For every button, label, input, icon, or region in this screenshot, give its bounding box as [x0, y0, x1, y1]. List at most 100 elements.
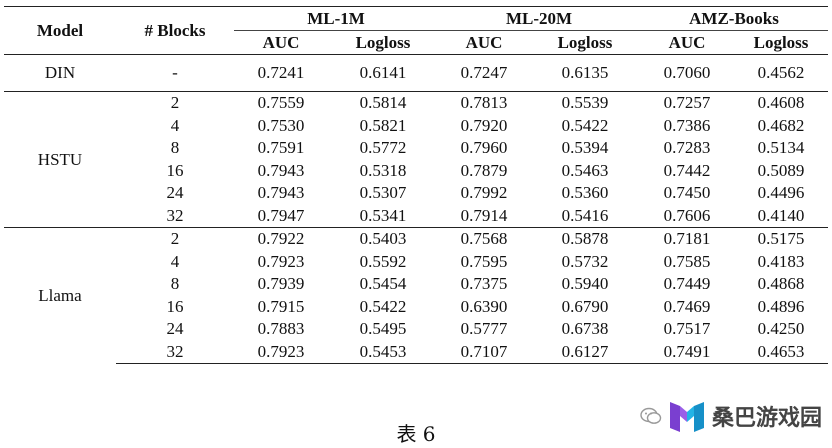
- value-cell: 0.4140: [757, 205, 805, 225]
- value-cell: 0.5307: [359, 183, 407, 203]
- value-cell: 0.7922: [234, 227, 328, 251]
- table-row: 4 0.7923 0.5592 0.7595 0.5732 0.7585 0.4183: [4, 251, 828, 274]
- value-cell: 0.4896: [757, 296, 805, 316]
- value-cell: 0.7923: [257, 251, 305, 271]
- value-cell: 0.5777: [460, 319, 508, 339]
- value-cell: 0.4250: [757, 319, 805, 339]
- blocks-cell: 2: [116, 227, 234, 251]
- header-blocks: # Blocks: [116, 6, 234, 55]
- table-row: HSTU 2 0.7559 0.5814 0.7813 0.5539 0.7257 0.460…: [4, 91, 829, 228]
- value-cell: 0.6738: [561, 319, 609, 339]
- header-metric: AUC: [640, 30, 734, 55]
- header-model: Model: [4, 6, 116, 55]
- value-cell: 0.7568: [438, 227, 530, 251]
- blocks-cell: 8: [170, 274, 180, 294]
- value-cell: 0.5454: [359, 274, 407, 294]
- value-cell: 0.7375: [460, 274, 508, 294]
- value-cell: 0.7283: [663, 138, 711, 158]
- value-cell: 0.5821: [359, 115, 407, 135]
- table-row: 8 0.7591 0.5772 0.7960 0.5394 0.7283 0.5134: [4, 137, 828, 160]
- table-row: 16 0.7943 0.5318 0.7879 0.5463 0.7442 0.5089: [4, 160, 828, 183]
- value-cell: 0.7923: [234, 340, 328, 364]
- blocks-cell: 32: [166, 205, 184, 225]
- value-cell: 0.4496: [757, 183, 805, 203]
- value-cell: 0.5422: [561, 115, 609, 135]
- value-cell: 0.7879: [460, 160, 508, 180]
- value-cell: 0.7943: [257, 183, 305, 203]
- value-cell: 0.7883: [257, 319, 305, 339]
- value-cell: 0.4608: [734, 91, 829, 115]
- value-cell: 0.7915: [257, 296, 305, 316]
- value-cell: 0.4562: [757, 63, 805, 82]
- value-cell: 0.7947: [257, 205, 305, 225]
- results-table-container: Model # Blocks ML-1M ML-20M AMZ-Books AU…: [4, 6, 829, 364]
- header-metric: Logloss: [530, 30, 640, 55]
- header-metric: Logloss: [328, 30, 438, 55]
- value-cell: 0.7591: [257, 138, 305, 158]
- value-cell: 0.7450: [663, 183, 711, 203]
- value-cell: 0.5940: [561, 274, 609, 294]
- value-cell: 0.7386: [663, 115, 711, 135]
- header-dataset-ml1m: ML-1M: [234, 6, 438, 31]
- value-cell: 0.5732: [561, 251, 609, 271]
- value-cell: 0.6141: [359, 63, 407, 82]
- value-cell: 0.4653: [734, 340, 829, 364]
- blocks-cell: 24: [166, 319, 184, 339]
- header-metric: AUC: [438, 30, 530, 55]
- table-row: 4 0.7530 0.5821 0.7920 0.5422 0.7386 0.4682: [4, 115, 828, 138]
- value-cell: 0.7241: [257, 63, 305, 82]
- value-cell: 0.7943: [257, 160, 305, 180]
- table-row: 24 0.7883 0.5495 0.5777 0.6738 0.7517 0.4250: [4, 318, 828, 341]
- blocks-cell: 4: [170, 251, 180, 271]
- model-cell: Llama: [4, 227, 116, 364]
- value-cell: 0.5341: [359, 205, 407, 225]
- blocks-cell: 32: [116, 340, 234, 364]
- results-table: Model # Blocks ML-1M ML-20M AMZ-Books AU…: [4, 6, 829, 364]
- value-cell: 0.6790: [561, 296, 609, 316]
- value-cell: 0.5463: [561, 160, 609, 180]
- value-cell: 0.4682: [757, 115, 805, 135]
- blocks-cell: 4: [170, 115, 180, 135]
- watermark-text: 桑巴游戏园: [711, 406, 822, 431]
- value-cell: 0.5134: [757, 138, 805, 158]
- value-cell: 0.7559: [234, 91, 328, 115]
- value-cell: 0.5416: [561, 205, 609, 225]
- table-row: 32 0.7923 0.5453 0.7107 0.6127 0.7491 0.4653: [4, 340, 829, 364]
- header-metric: AUC: [234, 30, 328, 55]
- value-cell: 0.5878: [530, 227, 640, 251]
- value-cell: 0.5089: [757, 160, 805, 180]
- table-header: Model # Blocks ML-1M ML-20M AMZ-Books AU…: [4, 6, 829, 55]
- value-cell: 0.7517: [663, 319, 711, 339]
- blocks-cell: 8: [170, 138, 180, 158]
- value-cell: 0.5360: [561, 183, 609, 203]
- table-row: DIN - 0.7241 0.6141 0.7247 0.6135 0.7060 0.4562: [4, 55, 828, 92]
- table-row: 16 0.7915 0.5422 0.6390 0.6790 0.7469 0.4896: [4, 296, 828, 319]
- value-cell: 0.5495: [359, 319, 407, 339]
- model-cell: HSTU: [4, 91, 116, 228]
- value-cell: 0.5772: [359, 138, 407, 158]
- value-cell: 0.7530: [257, 115, 305, 135]
- value-cell: 0.5422: [359, 296, 407, 316]
- value-cell: 0.7247: [460, 63, 508, 82]
- header-dataset-amzbooks: AMZ-Books: [640, 6, 829, 31]
- value-cell: 0.7060: [663, 63, 711, 82]
- value-cell: 0.5453: [328, 340, 438, 364]
- value-cell: 0.5539: [530, 91, 640, 115]
- table-row: 24 0.7943 0.5307 0.7992 0.5360 0.7450 0.4496: [4, 182, 828, 205]
- value-cell: 0.7595: [460, 251, 508, 271]
- watermark: 桑巴游戏园: [640, 398, 822, 434]
- value-cell: 0.7813: [438, 91, 530, 115]
- value-cell: 0.7107: [438, 340, 530, 364]
- table-body: DIN - 0.7241 0.6141 0.7247 0.6135 0.7060 0.4562…: [4, 55, 829, 364]
- value-cell: 0.6127: [530, 340, 640, 364]
- value-cell: 0.7449: [663, 274, 711, 294]
- blocks-cell: 24: [166, 183, 184, 203]
- wechat-icon: [640, 407, 662, 424]
- header-dataset-ml20m: ML-20M: [438, 6, 640, 31]
- header-metric: Logloss: [734, 30, 829, 55]
- value-cell: 0.7914: [460, 205, 508, 225]
- value-cell: 0.6390: [460, 296, 508, 316]
- value-cell: 0.5318: [359, 160, 407, 180]
- table-row: 8 0.7939 0.5454 0.7375 0.5940 0.7449 0.4868: [4, 273, 828, 296]
- blocks-cell: 16: [166, 160, 184, 180]
